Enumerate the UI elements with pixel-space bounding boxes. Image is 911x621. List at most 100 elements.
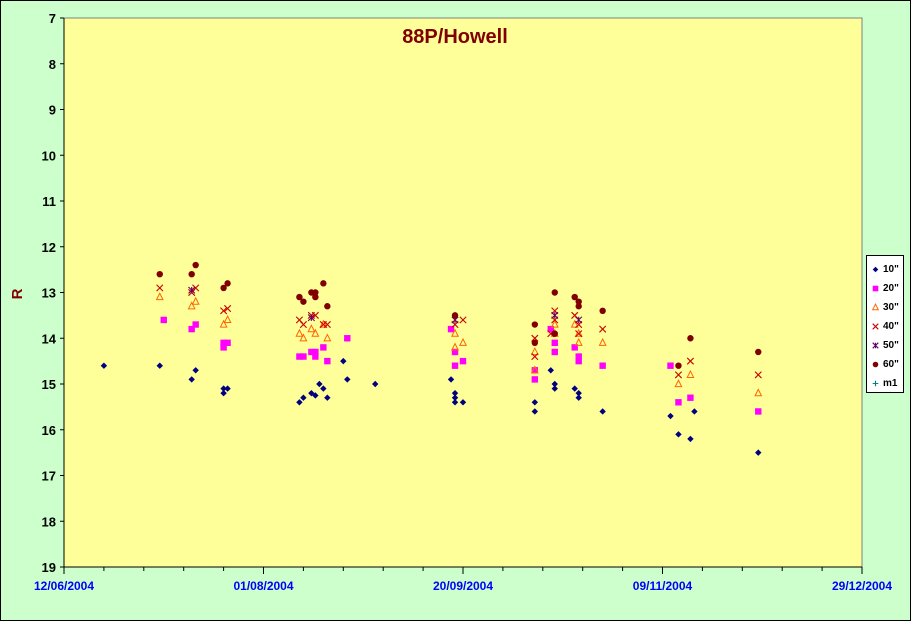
data-point-diamond [340, 357, 347, 365]
x-tick-label: 20/09/2004 [433, 579, 493, 593]
x-tick-label: 29/12/2004 [832, 579, 892, 593]
data-point-circle [575, 298, 582, 305]
data-point-square [224, 339, 231, 347]
data-point-square [312, 353, 319, 360]
data-point-diamond [447, 376, 455, 383]
data-point-x [531, 334, 539, 342]
data-point-square [447, 325, 455, 333]
legend-item: 10" [871, 260, 903, 279]
legend-marker-triangle [871, 303, 880, 311]
x-axis: 12/06/2004 01/08/2004 20/09/2004 09/11/2004… [34, 566, 892, 593]
legend-marker-star [872, 342, 879, 349]
y-axis-label: R [9, 288, 26, 299]
y-tick-label: 9 [49, 103, 56, 118]
y-tick-label: 15 [42, 377, 56, 392]
data-point-x [323, 320, 331, 329]
data-point-x [531, 352, 539, 361]
data-point-square [599, 362, 606, 369]
data-point-x [674, 371, 683, 379]
chart-title: 88P/Howell [402, 26, 508, 48]
data-point-triangle [311, 328, 320, 337]
legend-label: 30" [883, 302, 899, 313]
data-point-square [220, 344, 227, 351]
data-point-diamond [344, 376, 351, 383]
data-point-diamond [575, 394, 582, 401]
data-point-triangle [598, 337, 607, 346]
data-point-square [459, 357, 467, 365]
data-point-triangle [451, 342, 460, 351]
data-point-diamond [755, 449, 762, 456]
data-point-square [667, 362, 674, 369]
data-point-square [531, 376, 539, 383]
legend-label: 10" [883, 264, 899, 275]
data-point-x [299, 320, 307, 329]
data-point-circle [575, 303, 582, 310]
legend-marker [872, 380, 879, 387]
data-point-square [755, 408, 762, 415]
legend-label: 20" [883, 283, 899, 294]
data-point-circle [531, 339, 539, 347]
data-point-diamond [459, 399, 467, 406]
data-point-star [188, 286, 196, 294]
legend-label: 60" [883, 359, 899, 370]
data-point-circle [312, 289, 319, 296]
data-point-diamond [316, 380, 323, 388]
data-point-triangle [574, 337, 583, 346]
data-point-triangle [530, 347, 539, 356]
data-point-circle [551, 330, 558, 337]
data-point-x [459, 316, 467, 324]
data-point-diamond [296, 399, 303, 406]
legend-label: 40" [883, 321, 899, 332]
data-point-triangle [299, 333, 308, 342]
data-point-circle [156, 271, 163, 278]
legend-label: 50" [883, 340, 899, 351]
data-point-square [220, 339, 227, 347]
data-point-square [296, 353, 303, 360]
data-point-triangle [574, 328, 583, 337]
data-point-diamond [551, 385, 558, 392]
data-point-triangle [754, 388, 763, 397]
legend-marker [871, 303, 880, 311]
data-point-square [547, 325, 554, 333]
data-point-diamond [324, 394, 331, 401]
legend-marker [872, 266, 879, 273]
data-point-x [224, 304, 232, 313]
legend-item: 40" [871, 317, 903, 336]
data-point-square [451, 362, 459, 369]
y-tick-label: 8 [49, 57, 56, 72]
data-point-square [308, 348, 315, 356]
data-point-triangle [323, 333, 332, 342]
x-tick-label: 12/06/2004 [34, 579, 94, 593]
data-point-square [188, 325, 195, 333]
data-point-square [675, 399, 682, 406]
data-point-star [575, 316, 583, 324]
data-point-diamond [451, 394, 459, 401]
data-point-star [551, 311, 559, 319]
data-point-diamond [531, 399, 539, 406]
data-point-diamond [372, 380, 379, 388]
y-tick-label: 7 [49, 11, 56, 26]
y-tick-label: 14 [42, 331, 57, 346]
y-tick-label: 11 [42, 194, 56, 209]
data-point-triangle [451, 328, 460, 337]
data-point-circle [675, 362, 682, 369]
y-axis: 7 8 9 10 11 12 13 14 15 16 17 18 19 [42, 11, 65, 575]
data-point-circle [551, 289, 558, 296]
data-point-triangle [155, 292, 164, 301]
y-tick-label: 16 [42, 423, 56, 438]
legend-item: 60" [871, 355, 903, 374]
data-point-square [575, 353, 582, 360]
data-point-diamond [156, 362, 163, 369]
data-point-circle [224, 280, 231, 287]
data-point-square [451, 348, 459, 356]
y-tick-label: 19 [42, 560, 56, 575]
data-point-diamond [575, 389, 582, 397]
legend-marker [872, 285, 879, 292]
data-point-diamond [691, 408, 698, 415]
data-point-diamond [667, 412, 674, 420]
data-point-square [160, 316, 167, 324]
data-point-diamond [312, 392, 319, 399]
data-point-diamond [300, 394, 307, 401]
data-point-circle [451, 312, 459, 319]
data-point-x [575, 330, 583, 338]
